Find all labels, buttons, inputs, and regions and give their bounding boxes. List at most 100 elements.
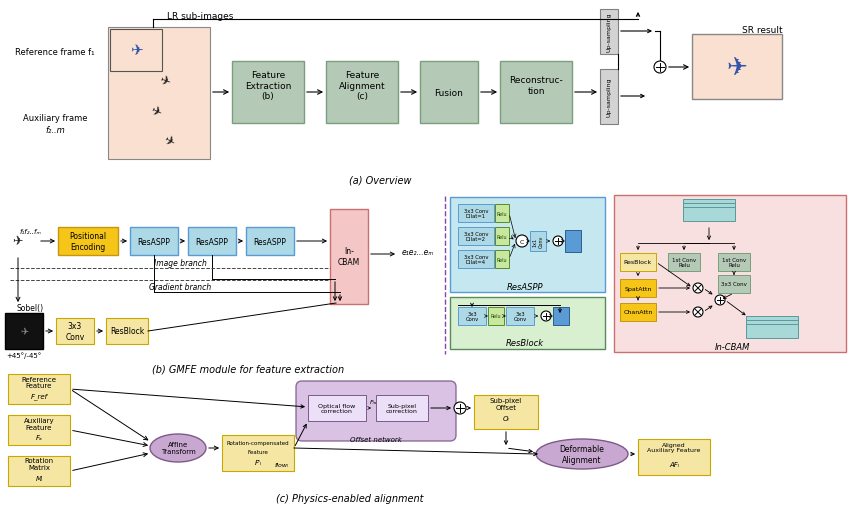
Text: f₂..m: f₂..m [46, 125, 65, 134]
Text: Reference
Feature: Reference Feature [21, 376, 57, 389]
FancyBboxPatch shape [620, 304, 656, 321]
Text: SR result: SR result [741, 25, 783, 34]
FancyBboxPatch shape [668, 254, 700, 272]
FancyBboxPatch shape [246, 228, 294, 256]
Text: ✈: ✈ [727, 56, 747, 80]
Text: Feature
Alignment
(c): Feature Alignment (c) [338, 71, 386, 100]
Text: Gradient branch: Gradient branch [149, 282, 211, 291]
Circle shape [553, 236, 563, 246]
Text: F̃ₗₐ: F̃ₗₐ [369, 400, 376, 405]
Text: F_ref: F_ref [30, 393, 47, 399]
FancyBboxPatch shape [620, 254, 656, 272]
Text: Relu: Relu [497, 234, 508, 239]
FancyBboxPatch shape [692, 35, 782, 100]
FancyBboxPatch shape [683, 208, 735, 222]
Circle shape [454, 402, 466, 414]
FancyBboxPatch shape [110, 30, 162, 72]
FancyBboxPatch shape [5, 314, 43, 349]
Text: Sobel(): Sobel() [16, 303, 44, 312]
FancyBboxPatch shape [506, 308, 534, 325]
Circle shape [541, 312, 551, 321]
Text: Deformable
Alignment: Deformable Alignment [559, 444, 605, 464]
FancyBboxPatch shape [614, 195, 846, 352]
FancyBboxPatch shape [638, 439, 710, 475]
Ellipse shape [536, 439, 628, 469]
FancyBboxPatch shape [108, 28, 210, 160]
FancyBboxPatch shape [474, 395, 538, 429]
Text: Fusion: Fusion [435, 88, 464, 97]
Text: Affine
Transform: Affine Transform [161, 442, 195, 454]
Text: LR sub-images: LR sub-images [167, 12, 233, 21]
FancyBboxPatch shape [488, 308, 504, 325]
Text: ✈: ✈ [157, 74, 171, 90]
Text: C: C [520, 239, 524, 244]
FancyBboxPatch shape [450, 297, 605, 349]
Text: In-CBAM: In-CBAM [715, 343, 750, 352]
Text: F'ₗ: F'ₗ [254, 459, 261, 465]
Text: 1st Conv
Relu: 1st Conv Relu [672, 257, 696, 268]
Text: Reference frame f₁: Reference frame f₁ [15, 47, 94, 57]
Text: AFₗ: AFₗ [669, 461, 679, 467]
Text: Positional
Encoding: Positional Encoding [70, 232, 107, 251]
Text: (a) Overview: (a) Overview [349, 175, 411, 185]
Text: ResASPP: ResASPP [137, 237, 170, 246]
Text: ✈: ✈ [130, 43, 143, 59]
FancyBboxPatch shape [8, 415, 70, 445]
FancyBboxPatch shape [8, 456, 70, 486]
FancyBboxPatch shape [458, 205, 494, 223]
FancyBboxPatch shape [553, 308, 569, 325]
Text: ✈: ✈ [160, 133, 176, 150]
FancyBboxPatch shape [188, 228, 236, 256]
FancyBboxPatch shape [58, 228, 118, 256]
FancyBboxPatch shape [458, 228, 494, 245]
Text: Up-sampling: Up-sampling [606, 78, 612, 117]
FancyBboxPatch shape [495, 228, 509, 245]
Text: 3x3
Conv: 3x3 Conv [65, 322, 85, 341]
Text: Sub-pixel
Offset: Sub-pixel Offset [490, 398, 522, 411]
Text: 3x3 Conv
Dilat=2: 3x3 Conv Dilat=2 [464, 231, 488, 242]
FancyBboxPatch shape [458, 308, 486, 325]
FancyBboxPatch shape [620, 279, 656, 297]
FancyBboxPatch shape [500, 62, 572, 124]
Text: Up-sampling: Up-sampling [606, 13, 612, 52]
FancyBboxPatch shape [600, 70, 618, 125]
Text: Image branch: Image branch [154, 258, 206, 267]
Text: Optical flow
correction: Optical flow correction [319, 403, 356, 414]
Text: Mₗ: Mₗ [35, 475, 43, 481]
Text: ResASPP: ResASPP [253, 237, 286, 246]
Text: SpatAttn: SpatAttn [624, 286, 652, 291]
Text: Offset network: Offset network [350, 436, 402, 442]
Text: Relu: Relu [497, 211, 508, 216]
Circle shape [693, 308, 703, 317]
Text: 3x3 Conv
Dilat=4: 3x3 Conv Dilat=4 [464, 254, 488, 265]
FancyBboxPatch shape [450, 197, 605, 292]
FancyBboxPatch shape [222, 435, 294, 471]
Text: Rotation-compensated: Rotation-compensated [227, 441, 289, 445]
Circle shape [654, 62, 666, 74]
Text: Sub-pixel
correction: Sub-pixel correction [386, 403, 418, 414]
FancyBboxPatch shape [106, 318, 148, 344]
Text: f₁f₂..fₘ: f₁f₂..fₘ [19, 229, 41, 234]
Text: ✈: ✈ [13, 235, 23, 248]
Circle shape [516, 235, 528, 247]
Text: Rotation
Matrix: Rotation Matrix [24, 458, 53, 471]
FancyBboxPatch shape [232, 62, 304, 124]
Text: Aligned
Auxiliary Feature: Aligned Auxiliary Feature [648, 442, 701, 452]
Text: ResASPP: ResASPP [196, 237, 228, 246]
FancyBboxPatch shape [565, 231, 581, 252]
FancyBboxPatch shape [376, 395, 428, 421]
Text: (c) Physics-enabled alignment: (c) Physics-enabled alignment [277, 493, 423, 503]
Text: Relu: Relu [497, 257, 508, 262]
Text: Relu: Relu [490, 314, 502, 319]
Text: 3x3
Conv: 3x3 Conv [466, 311, 478, 322]
Circle shape [715, 295, 725, 306]
FancyBboxPatch shape [458, 250, 494, 269]
Text: 3x3 Conv: 3x3 Conv [721, 282, 747, 287]
FancyBboxPatch shape [746, 316, 798, 330]
Text: (b) GMFE module for feature extraction: (b) GMFE module for feature extraction [152, 364, 344, 374]
FancyBboxPatch shape [746, 324, 798, 338]
Text: ChanAttn: ChanAttn [624, 310, 653, 315]
FancyBboxPatch shape [308, 395, 366, 421]
Text: ✈: ✈ [20, 326, 28, 336]
FancyBboxPatch shape [495, 250, 509, 269]
